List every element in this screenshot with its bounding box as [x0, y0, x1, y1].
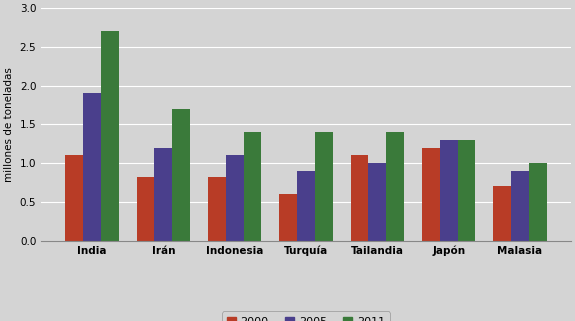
- Bar: [137, 177, 155, 241]
- Bar: [511, 171, 529, 241]
- Bar: [458, 140, 476, 241]
- Bar: [66, 155, 83, 241]
- Bar: [422, 148, 440, 241]
- Bar: [172, 109, 190, 241]
- Bar: [386, 132, 404, 241]
- Legend: 2000, 2005, 2011: 2000, 2005, 2011: [221, 311, 390, 321]
- Bar: [101, 31, 119, 241]
- Bar: [351, 155, 369, 241]
- Bar: [369, 163, 386, 241]
- Bar: [529, 163, 547, 241]
- Bar: [244, 132, 262, 241]
- Bar: [226, 155, 244, 241]
- Bar: [83, 93, 101, 241]
- Bar: [440, 140, 458, 241]
- Bar: [493, 187, 511, 241]
- Bar: [315, 132, 333, 241]
- Y-axis label: millones de toneladas: millones de toneladas: [4, 67, 14, 182]
- Bar: [297, 171, 315, 241]
- Bar: [279, 194, 297, 241]
- Bar: [208, 177, 226, 241]
- Bar: [155, 148, 172, 241]
